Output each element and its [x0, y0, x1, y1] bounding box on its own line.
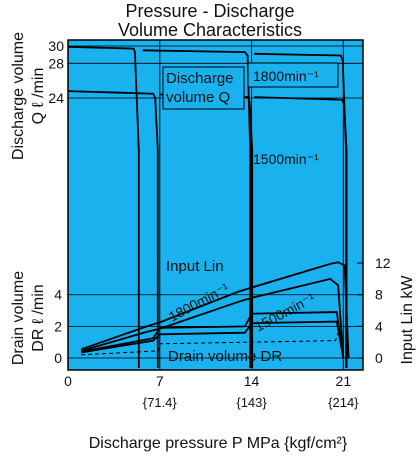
- right-y-tick-label: 4: [375, 318, 383, 334]
- annotation-input-lin: Input Lin: [166, 258, 224, 275]
- right-y-tick-label: 8: [375, 287, 383, 303]
- annotation-1800-upper-box: [247, 62, 339, 88]
- x-axis-title: Discharge pressure P MPa {kgf/cm²}: [89, 435, 348, 452]
- x-tick-label: 0: [64, 373, 72, 389]
- lower-y-tick-label: 4: [54, 287, 62, 303]
- series-line-6-0: [81, 329, 344, 356]
- upper-ylabel-line-2: Q ℓ /min: [30, 68, 47, 125]
- x-tick-sublabel: {143}: [236, 395, 267, 410]
- upper-y-axis-title: Discharge volume Q ℓ /min: [10, 32, 47, 160]
- series-line-1-2: [254, 96, 348, 368]
- lower-y-tick-label: 2: [54, 318, 62, 334]
- upper-ylabel-line-1: Discharge volume: [10, 32, 27, 160]
- lower-y-axis-title: Drain volume DR ℓ /min: [10, 271, 47, 365]
- annotation-1500-upper: 1500min⁻¹: [253, 151, 319, 167]
- series-line-5-0: [80, 320, 345, 359]
- lower-ylabel-line-1: Drain volume: [10, 271, 27, 365]
- series-line-4-0: [80, 311, 345, 359]
- lower-y-tick-label: 0: [54, 350, 62, 366]
- annotation-drain-volume: Drain volume DR: [168, 348, 282, 365]
- x-tick-label: 7: [156, 373, 164, 389]
- chart-title-line-1: Pressure - Discharge: [125, 1, 294, 21]
- right-y-axis-title: Input Lin kW: [399, 275, 416, 365]
- x-tick-label: 14: [244, 373, 260, 389]
- x-tick-sublabel: {71.4}: [143, 395, 178, 410]
- upper-y-tick-label: 28: [48, 55, 64, 71]
- chart-title-line-2: Volume Characteristics: [118, 20, 302, 40]
- series-line-2-0: [80, 261, 350, 359]
- upper-y-tick-label: 30: [48, 38, 64, 54]
- right-y-tick-label: 0: [375, 350, 383, 366]
- upper-y-tick-label: 24: [48, 90, 64, 106]
- series-line-1-0: [67, 90, 159, 368]
- series-line-0-1: [142, 49, 252, 368]
- x-tick-label: 21: [336, 373, 352, 389]
- annotation-discharge-line-1: Discharge: [166, 70, 234, 87]
- series-line-0-0: [67, 46, 140, 368]
- series-line-3-0: [80, 277, 345, 359]
- right-y-tick-label: 12: [375, 255, 391, 271]
- x-tick-sublabel: {214}: [328, 395, 359, 410]
- annotation-discharge-box: [162, 66, 245, 110]
- annotation-discharge-line-2: volume Q: [166, 89, 230, 106]
- annotation-discharge-volume: Discharge volume Q: [162, 66, 245, 110]
- annotation-1800-upper: 1800min⁻¹: [247, 62, 339, 88]
- annotation-1800-upper-text: 1800min⁻¹: [253, 68, 319, 84]
- lower-ylabel-line-2: DR ℓ /min: [30, 284, 47, 351]
